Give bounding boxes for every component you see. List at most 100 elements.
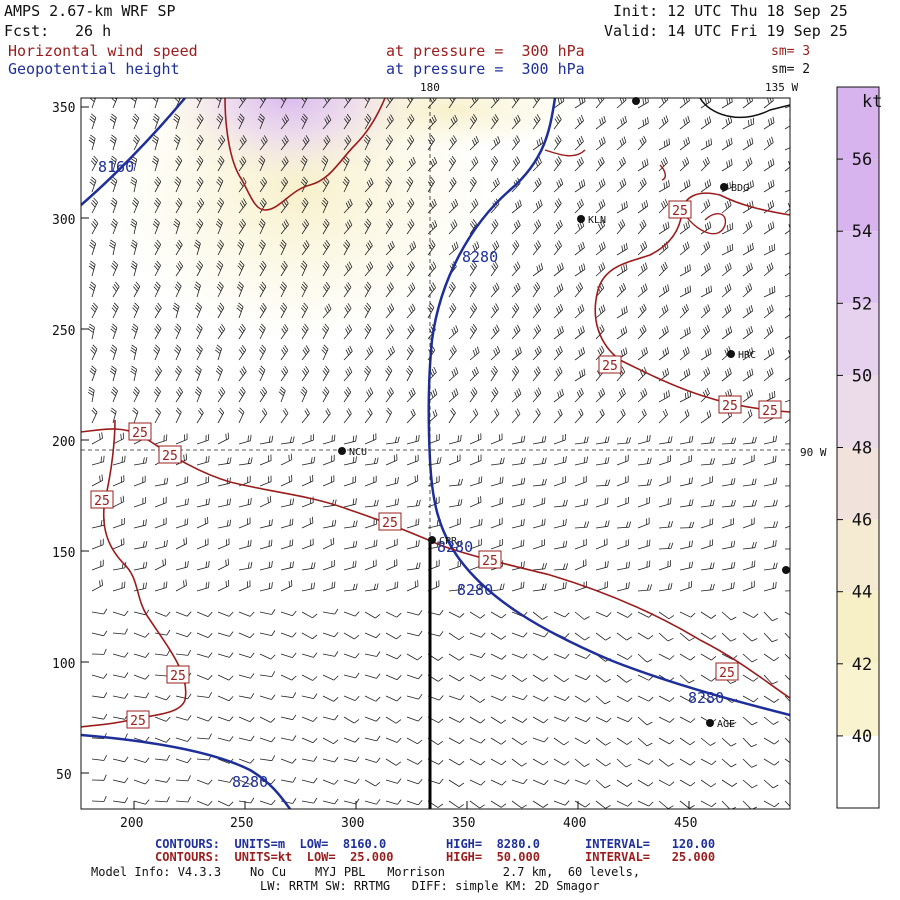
- wind-barb-feather: [436, 457, 442, 464]
- wind-barb-feather: [322, 365, 330, 376]
- wind-barb: [322, 201, 329, 214]
- wind-barb: [574, 462, 587, 466]
- wind-barb: [511, 653, 524, 659]
- wind-barb-feather: [751, 580, 755, 588]
- wind-barb: [511, 524, 524, 529]
- wind-barb: [721, 779, 733, 787]
- wind-barb: [154, 286, 161, 298]
- wind-barb: [280, 459, 292, 466]
- wind-barb-feather: [730, 561, 736, 569]
- wind-barb-feather: [646, 584, 652, 591]
- wind-barb-feather: [752, 677, 759, 682]
- height-contour-8280-south: [81, 733, 292, 809]
- wind-barb: [448, 246, 459, 256]
- wind-barb: [700, 589, 713, 592]
- wind-barb: [217, 222, 223, 235]
- wind-barb-feather: [513, 282, 521, 293]
- wind-barb-feather: [408, 282, 416, 293]
- wind-barb-feather: [396, 612, 402, 618]
- wind-barb-feather: [397, 778, 402, 784]
- wind-barb: [742, 248, 754, 256]
- wind-barb-feather: [564, 612, 570, 618]
- wind-barb: [301, 544, 314, 550]
- wind-label-25: 25: [132, 426, 148, 441]
- wind-barb-feather: [730, 638, 737, 642]
- wind-barb-feather: [710, 783, 717, 788]
- wind-barb: [385, 98, 394, 109]
- wind-barb: [469, 413, 479, 424]
- wind-barb-feather: [183, 537, 188, 545]
- wind-barb: [448, 674, 460, 682]
- wind-barb-feather: [354, 634, 360, 640]
- wind-barb-feather: [584, 763, 590, 767]
- wind-barb: [532, 329, 542, 340]
- wind-barb: [532, 737, 545, 743]
- wind-barb: [700, 330, 710, 340]
- wind-barb-feather: [730, 478, 736, 485]
- wind-barb-feather: [270, 718, 276, 723]
- wind-barb: [553, 331, 564, 340]
- wind-barb: [175, 566, 188, 571]
- field1-level: at pressure = 300 hPa: [386, 42, 585, 60]
- wind-barb-feather: [597, 156, 605, 167]
- wind-barb: [406, 611, 419, 616]
- wind-barb: [637, 122, 649, 130]
- wind-barb-feather: [132, 386, 140, 397]
- wind-barb: [91, 160, 98, 172]
- wind-barb-feather: [492, 324, 500, 335]
- wind-barb: [91, 437, 103, 445]
- wind-barb: [784, 125, 790, 130]
- wind-barb-feather: [344, 386, 352, 397]
- wind-barb-feather: [704, 262, 711, 272]
- wind-barb: [553, 119, 562, 130]
- wind-barb: [175, 716, 188, 721]
- wind-barb-feather: [619, 157, 626, 167]
- wind-barb: [700, 674, 712, 682]
- wind-barb-feather: [417, 779, 423, 785]
- wind-barb: [511, 119, 521, 130]
- wind-barb-feather: [704, 221, 712, 231]
- wind-barb: [217, 180, 224, 193]
- wind-barb: [175, 439, 188, 445]
- wind-barb: [322, 611, 335, 615]
- wind-barb-feather: [352, 476, 356, 484]
- wind-barb: [553, 183, 564, 193]
- wind-barb: [133, 481, 146, 487]
- wind-barb: [385, 442, 398, 445]
- wind-barb-feather: [625, 561, 631, 569]
- wind-barb: [616, 544, 629, 550]
- wind-barb-feather: [268, 475, 272, 483]
- wind-barb-feather: [355, 778, 360, 784]
- wind-barb-feather: [512, 302, 520, 313]
- wind-barb-feather: [746, 388, 754, 399]
- wind-barb-feather: [395, 719, 402, 724]
- wind-barb: [238, 285, 244, 298]
- wind-barb: [154, 202, 161, 214]
- wind-label-box: [758, 400, 782, 419]
- wind-barb-feather: [260, 135, 268, 145]
- wind-barb-feather: [195, 260, 204, 271]
- wind-barb-feather: [334, 756, 339, 763]
- wind-barb-feather: [142, 540, 148, 548]
- wind-barb-feather: [583, 475, 587, 483]
- wind-barb: [259, 181, 268, 193]
- wind-barb: [574, 564, 587, 571]
- y-tick-200: 200: [52, 435, 75, 450]
- wind-barb-feather: [271, 755, 276, 761]
- wind-barb-feather: [132, 302, 140, 313]
- wind-barb-feather: [333, 739, 339, 745]
- wind-barb: [679, 504, 692, 508]
- wind-barb-feather: [410, 408, 416, 417]
- wind-barb-feather: [187, 796, 191, 803]
- wind-barb-feather: [152, 218, 160, 228]
- wind-barb: [112, 480, 125, 487]
- wind-barb: [721, 331, 732, 340]
- wind-barb-feather: [499, 476, 504, 484]
- wind-barb: [511, 632, 524, 638]
- wind-barb: [322, 460, 335, 466]
- wind-barb-feather: [578, 408, 584, 417]
- wind-barb-feather: [386, 324, 394, 334]
- wind-barb: [616, 224, 626, 235]
- wind-barb: [637, 545, 650, 550]
- wind-barb-feather: [153, 260, 161, 271]
